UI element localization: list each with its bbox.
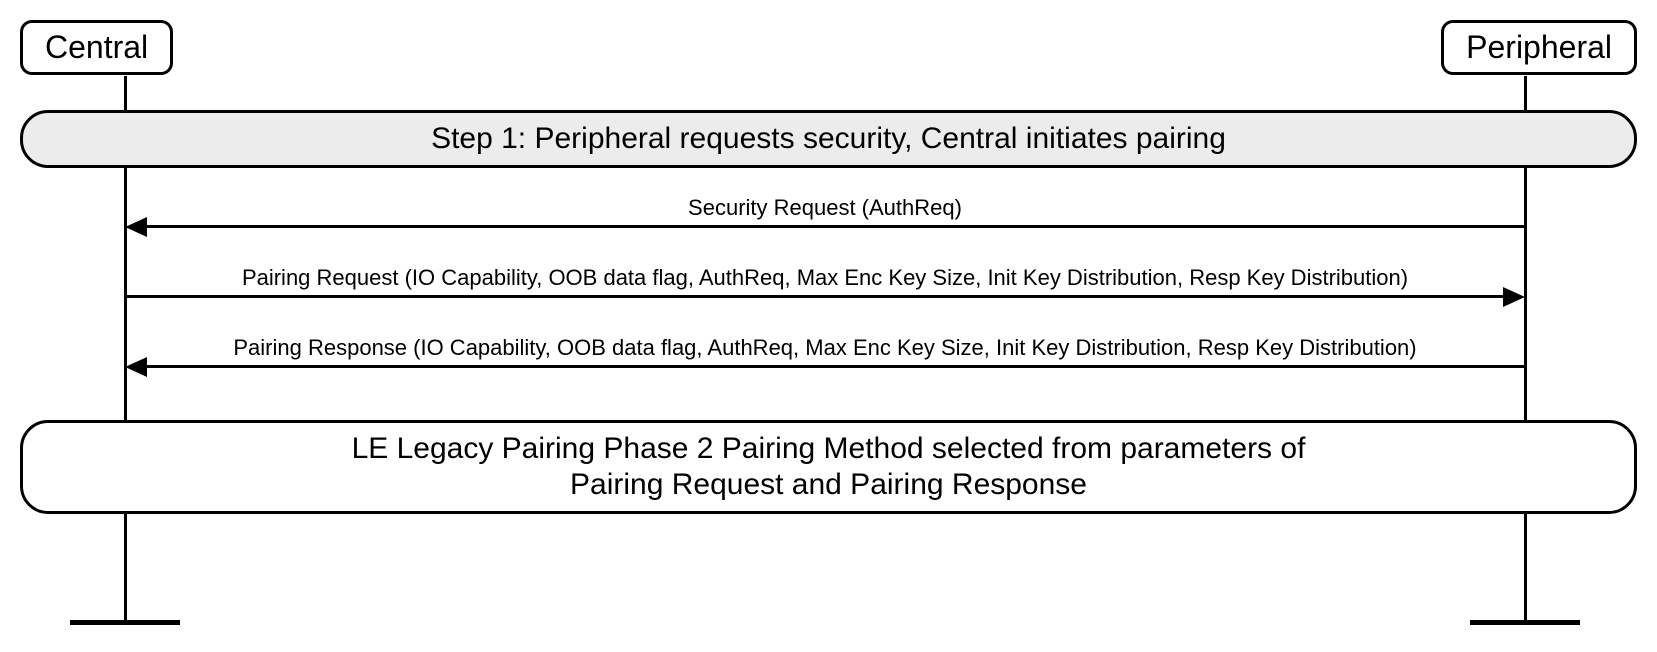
arrow-line: [125, 295, 1507, 298]
arrow-line: [143, 225, 1525, 228]
msg-security-request-label: Security Request (AuthReq): [125, 195, 1525, 221]
arrow-head-left-icon: [125, 357, 147, 377]
lifeline-end-central: [70, 620, 180, 625]
msg-pairing-response-label: Pairing Response (IO Capability, OOB dat…: [125, 335, 1525, 361]
arrow-line: [143, 365, 1525, 368]
lifeline-end-peripheral: [1470, 620, 1580, 625]
step-1-label: Step 1: Peripheral requests security, Ce…: [431, 122, 1226, 155]
sequence-diagram: Central Peripheral Step 1: Peripheral re…: [20, 20, 1637, 632]
msg-security-request: Security Request (AuthReq): [125, 195, 1525, 245]
arrow-head-left-icon: [125, 217, 147, 237]
actor-central: Central: [20, 20, 173, 75]
actor-peripheral-label: Peripheral: [1466, 29, 1612, 65]
actor-peripheral: Peripheral: [1441, 20, 1637, 75]
result-bar: LE Legacy Pairing Phase 2 Pairing Method…: [20, 420, 1637, 514]
arrow-head-right-icon: [1503, 287, 1525, 307]
msg-pairing-request-label: Pairing Request (IO Capability, OOB data…: [125, 265, 1525, 291]
actor-central-label: Central: [45, 29, 148, 65]
step-1-bar: Step 1: Peripheral requests security, Ce…: [20, 110, 1637, 168]
result-label-line2: Pairing Request and Pairing Response: [570, 468, 1087, 501]
msg-pairing-response: Pairing Response (IO Capability, OOB dat…: [125, 335, 1525, 385]
msg-pairing-request: Pairing Request (IO Capability, OOB data…: [125, 265, 1525, 315]
result-label-line1: LE Legacy Pairing Phase 2 Pairing Method…: [352, 432, 1306, 465]
